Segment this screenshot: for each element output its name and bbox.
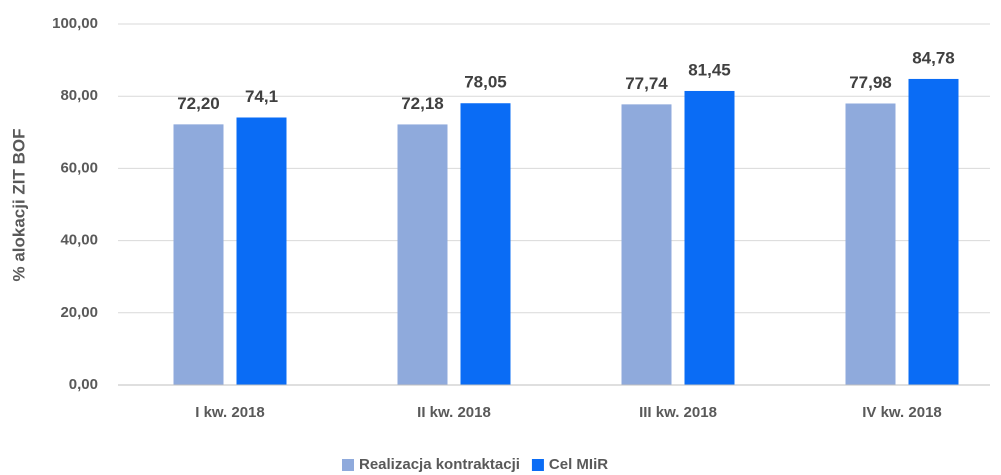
data-label: 72,20 <box>177 94 220 113</box>
x-tick-label: III kw. 2018 <box>639 404 717 421</box>
y-tick-label: 20,00 <box>60 304 98 321</box>
bar <box>621 104 672 386</box>
y-axis-label: % alokacji ZIT BOF <box>9 128 28 281</box>
bar <box>397 124 448 385</box>
data-label: 77,98 <box>849 73 892 92</box>
data-label: 84,78 <box>912 48 955 67</box>
bar <box>460 103 511 385</box>
data-label: 74,1 <box>245 87 278 106</box>
x-tick-label: II kw. 2018 <box>417 404 491 421</box>
bar <box>908 78 959 385</box>
legend-swatch <box>342 459 354 471</box>
data-label: 81,45 <box>688 60 731 79</box>
legend-label: Realizacja kontraktacji <box>359 456 520 473</box>
bar <box>236 117 287 386</box>
bar <box>845 103 896 386</box>
y-tick-label: 0,00 <box>69 376 98 393</box>
x-tick-label: I kw. 2018 <box>195 404 265 421</box>
data-label: 72,18 <box>401 94 444 113</box>
y-tick-label: 60,00 <box>60 159 98 176</box>
legend-swatch <box>531 459 544 471</box>
data-label: 77,74 <box>625 74 668 93</box>
y-tick-label: 40,00 <box>60 232 98 249</box>
bar <box>173 124 224 385</box>
data-label: 78,05 <box>464 73 507 92</box>
y-tick-label: 100,00 <box>52 15 98 32</box>
x-tick-label: IV kw. 2018 <box>862 404 942 421</box>
bar <box>684 90 735 385</box>
legend-label: Cel MIiR <box>549 456 608 473</box>
y-tick-label: 80,00 <box>60 87 98 104</box>
